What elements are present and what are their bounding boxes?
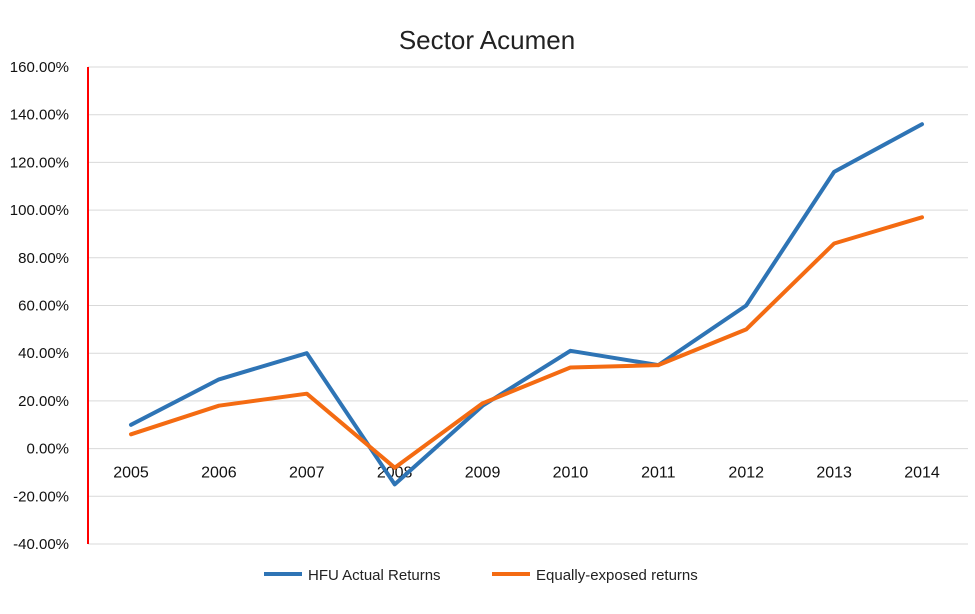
y-tick-label: -20.00%: [13, 488, 69, 505]
x-tick-label: 2014: [904, 465, 940, 482]
x-tick-label: 2013: [816, 465, 852, 482]
y-tick-label: 140.00%: [10, 107, 69, 124]
x-axis-tick-labels: 2005 2006 2007 2008 2009 2010 2011 2012 2013 2014: [113, 465, 940, 482]
x-tick-label: 2011: [641, 465, 676, 482]
x-tick-label: 2009: [465, 465, 501, 482]
series-line-2: [129, 215, 924, 470]
gridlines: [88, 66, 968, 545]
y-tick-label: 20.00%: [18, 393, 69, 410]
series-line-1: [129, 122, 924, 487]
y-tick-label: 120.00%: [10, 154, 69, 171]
legend-label: HFU Actual Returns: [308, 567, 441, 584]
legend-label: Equally-exposed returns: [536, 567, 698, 584]
y-tick-label: 160.00%: [10, 59, 69, 76]
y-tick-label: 40.00%: [18, 345, 69, 362]
x-tick-label: 2007: [289, 465, 325, 482]
x-tick-label: 2005: [113, 465, 149, 482]
y-tick-label: 0.00%: [26, 441, 69, 458]
y-tick-label: 100.00%: [10, 202, 69, 219]
x-tick-label: 2006: [201, 465, 237, 482]
legend: HFU Actual Returns Equally-exposed return…: [264, 567, 698, 584]
chart-title: Sector Acumen: [399, 25, 575, 55]
y-tick-label: 60.00%: [18, 298, 69, 315]
series-lines: [129, 122, 924, 487]
y-axis-tick-labels: -40.00% -20.00% 0.00% 20.00% 40.00% 60.00% 80.…: [10, 59, 69, 553]
y-tick-label: 80.00%: [18, 250, 69, 267]
x-tick-label: 2012: [728, 465, 764, 482]
x-tick-label: 2010: [553, 465, 589, 482]
y-tick-label: -40.00%: [13, 536, 69, 553]
